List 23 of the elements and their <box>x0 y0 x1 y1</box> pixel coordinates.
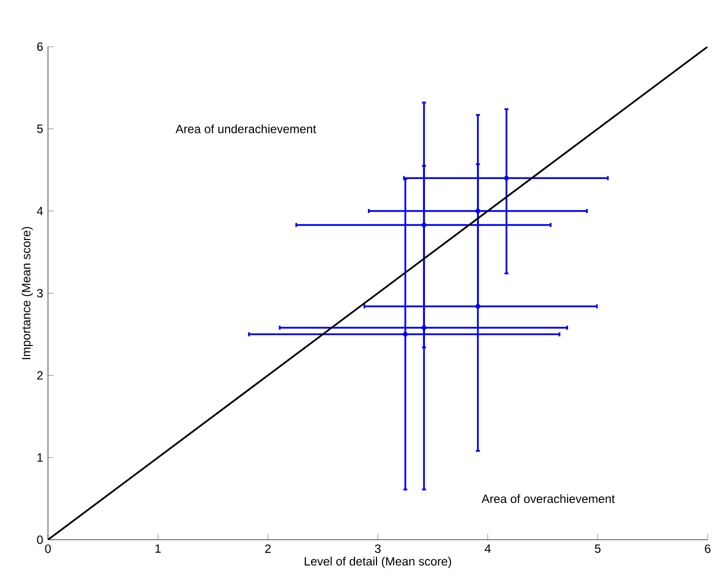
y-tick-label: 5 <box>37 124 43 134</box>
point <box>402 332 408 337</box>
y-tick-label: 6 <box>37 42 43 52</box>
annotation: Area of underachievement <box>176 124 316 134</box>
y-tick-label: 4 <box>36 207 43 216</box>
y-axis-title: Importance (Mean score) <box>22 227 33 360</box>
x-tick-label: 5 <box>594 544 601 553</box>
annotation: Area of overachievement <box>482 494 615 504</box>
y-tick-label: 3 <box>37 289 43 298</box>
x-tick-label: 0 <box>45 544 51 554</box>
y-tick-label: 0 <box>37 536 43 544</box>
x-tick-label: 3 <box>374 544 381 554</box>
point <box>504 176 509 181</box>
point <box>422 222 426 228</box>
x-axis-title: Level of detail (Mean score) <box>304 556 452 568</box>
y-tick-label: 2 <box>37 371 43 380</box>
x-tick-label: 1 <box>156 544 161 553</box>
x-tick-label: 6 <box>704 544 710 554</box>
point <box>475 208 480 214</box>
x-tick-label: 4 <box>484 544 491 553</box>
x-tick-label: 2 <box>265 544 271 553</box>
y-tick-label: 1 <box>38 454 43 462</box>
point <box>422 325 426 330</box>
